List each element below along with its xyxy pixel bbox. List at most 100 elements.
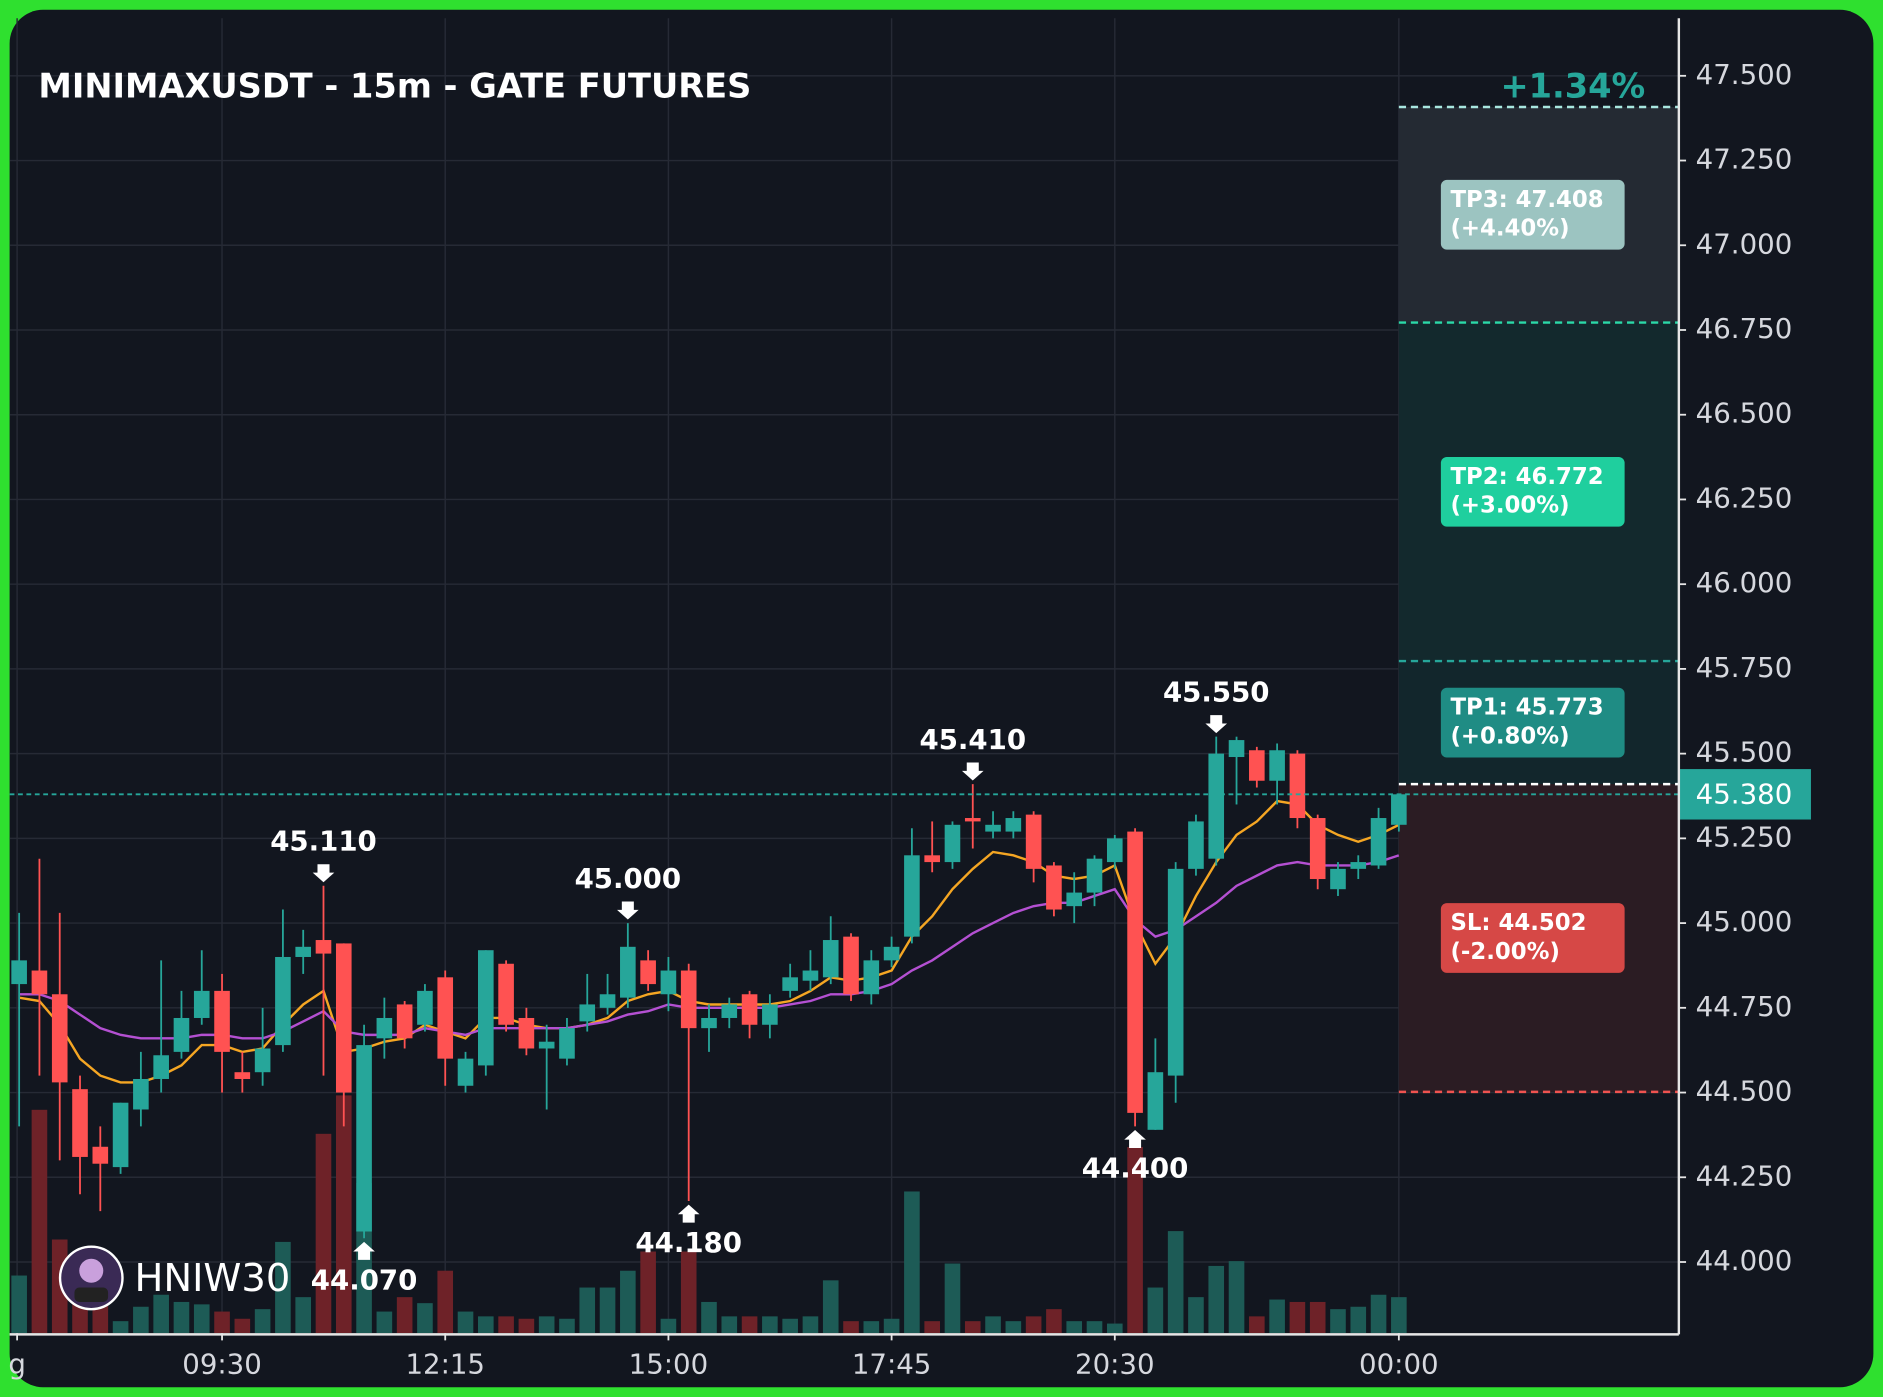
y-tick-label: 44.000: [1696, 1244, 1793, 1277]
chart-title: MINIMAXUSDT - 15m - GATE FUTURES: [38, 66, 751, 105]
candle-body: [1208, 753, 1225, 859]
level-box: [1440, 903, 1625, 973]
candle-body: [153, 1055, 169, 1079]
volume-bar: [1046, 1309, 1062, 1334]
avatar-body: [74, 1287, 109, 1302]
x-tick-label: 20:30: [1075, 1348, 1155, 1381]
candle-body: [92, 1146, 109, 1164]
candle-body: [640, 960, 656, 985]
volume-bar: [1370, 1294, 1387, 1334]
candle-body: [924, 855, 940, 863]
volume-bar: [1106, 1323, 1123, 1334]
annotation-arrow: [617, 901, 639, 920]
candle-body: [31, 970, 48, 995]
candle-body: [1350, 862, 1367, 869]
y-tick-label: 45.000: [1696, 905, 1793, 938]
volume-bar: [579, 1287, 596, 1334]
annotation-arrow: [1124, 1130, 1146, 1149]
candle-body: [904, 855, 920, 937]
candle-body: [254, 1048, 271, 1073]
y-tick-label: 47.250: [1696, 143, 1793, 176]
volume-bar: [701, 1301, 717, 1334]
volume-bar: [721, 1316, 738, 1334]
level-pct: (-2.00%): [1450, 939, 1559, 965]
candle-body: [599, 994, 616, 1008]
volume-bar: [1005, 1321, 1022, 1334]
plot-area: [9, 736, 1679, 1334]
candle-body: [1167, 868, 1184, 1076]
candle-body: [133, 1078, 149, 1110]
volume-bar: [762, 1316, 778, 1334]
volume-bar: [376, 1311, 393, 1334]
annotation-label: 45.550: [1163, 675, 1270, 708]
volume-bar: [1269, 1299, 1285, 1334]
volume-bar: [640, 1251, 656, 1334]
volume-bar: [1391, 1297, 1407, 1334]
candle-body: [1086, 858, 1103, 893]
candle-body: [295, 946, 312, 957]
candle-body: [275, 956, 291, 1046]
x-tick-label: g: [8, 1348, 26, 1381]
volume-bar: [1350, 1306, 1367, 1334]
x-tick-label: 09:30: [182, 1348, 262, 1381]
candle-body: [315, 940, 332, 954]
volume-bar: [559, 1318, 575, 1334]
y-tick-label: 46.500: [1696, 397, 1793, 430]
volume-bar: [112, 1321, 129, 1334]
volume-bar: [335, 1095, 352, 1334]
candle-body: [660, 970, 677, 995]
candle-body: [1309, 818, 1326, 880]
candle-body: [234, 1072, 251, 1079]
annotation-label: 45.410: [919, 723, 1026, 756]
candle-body: [1025, 814, 1042, 869]
overlay: 44.000 44.250 44.500 44.750 45.000 45.250 45.5…: [8, 58, 1811, 1381]
volume-bar: [193, 1304, 210, 1334]
annotation-label: 44.400: [1082, 1152, 1189, 1185]
volume-bar: [1249, 1316, 1265, 1334]
candle-body: [579, 1004, 596, 1022]
candle-body: [1046, 865, 1062, 910]
avatar-face: [79, 1258, 104, 1283]
volume-bar: [620, 1270, 636, 1334]
candle-body: [802, 970, 819, 981]
price-tag-label: 45.380: [1696, 778, 1793, 811]
volume-bar: [924, 1321, 940, 1334]
volume-bar: [802, 1316, 819, 1334]
volume-bar: [1025, 1316, 1042, 1334]
level-label: TP1: 45.773: [1450, 695, 1603, 721]
candle-body: [843, 936, 859, 995]
candle-body: [559, 1028, 575, 1059]
candle-body: [193, 990, 210, 1018]
volume-bar: [275, 1241, 291, 1334]
candle-body: [1066, 892, 1083, 907]
candle-body: [1289, 753, 1306, 819]
volume-bar: [295, 1297, 312, 1334]
volume-bar: [478, 1316, 494, 1334]
candle-body: [356, 1045, 372, 1232]
volume-bar: [234, 1318, 251, 1334]
candle-body: [1249, 750, 1265, 781]
volume-bar: [133, 1306, 149, 1334]
volume-bar: [843, 1321, 859, 1334]
candle-body: [51, 994, 68, 1083]
annotation-label: 45.000: [575, 862, 682, 895]
volume-bar: [153, 1294, 169, 1334]
candle-body: [1005, 818, 1022, 832]
volume-bar: [1309, 1301, 1326, 1334]
volume-bar: [904, 1191, 920, 1334]
x-tick-label: 17:45: [852, 1348, 932, 1381]
candle-body: [437, 977, 454, 1059]
level-pct: (+3.00%): [1450, 493, 1569, 519]
volume-bar: [1066, 1321, 1083, 1334]
candle-body: [701, 1017, 717, 1029]
candle-body: [538, 1041, 555, 1049]
volume-bar: [173, 1301, 190, 1334]
price-tag: [1678, 769, 1811, 820]
volume-bar: [457, 1311, 474, 1334]
volume-bar: [1289, 1301, 1306, 1334]
volume-bar: [1208, 1265, 1225, 1334]
annotation-arrow: [961, 762, 984, 781]
volume-bar: [1228, 1261, 1245, 1334]
x-tick-label: 15:00: [629, 1348, 709, 1381]
